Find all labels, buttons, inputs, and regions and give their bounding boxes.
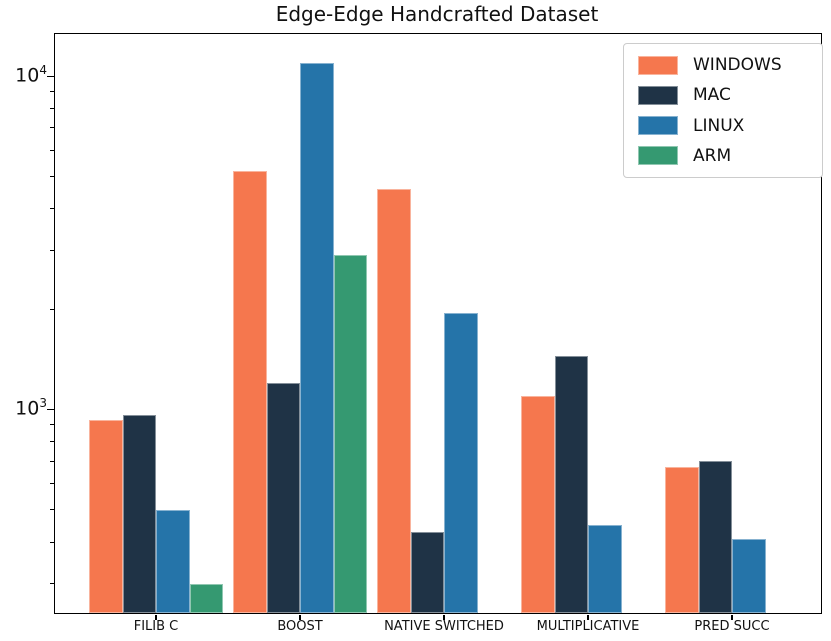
bar-linux-multiplicative [588, 525, 622, 613]
legend-swatch-windows [638, 55, 678, 75]
legend-swatch-linux [638, 116, 678, 136]
y-minor-tick [50, 91, 54, 93]
bar-windows-pred-succ [665, 467, 699, 613]
bar-windows-multiplicative [521, 395, 555, 613]
bar-arm-filib-c [189, 583, 223, 613]
y-minor-tick [50, 249, 54, 252]
bar-mac-pred-succ [698, 461, 732, 613]
legend-entry-mac: MAC [638, 80, 822, 110]
x-tick-label-multiplicative: MULTIPLICATIVE [536, 619, 640, 634]
x-tick [155, 614, 157, 620]
legend-swatch-mac [638, 85, 678, 105]
y-major-tick [47, 75, 54, 78]
legend-label: LINUX [693, 115, 745, 136]
x-tick-label-filib-c: FILIB C [133, 619, 179, 634]
plot-area: 103 104 FILIB C BOOST NATIVE SWITCHED MULTIPL… [15, 33, 822, 634]
legend: WINDOWS MAC LINUX ARM [623, 43, 823, 178]
chart-title: Edge-Edge Handcrafted Dataset [275, 2, 599, 26]
bar-mac-native-switched [410, 531, 444, 613]
bar-windows-boost [233, 170, 267, 613]
bar-linux-boost [300, 62, 334, 613]
y-minor-tick [50, 424, 54, 426]
legend-entry-windows: WINDOWS [638, 50, 822, 80]
bar-arm-boost [333, 255, 367, 613]
legend-swatch-arm [638, 146, 678, 166]
y-tick-label: 103 [15, 396, 47, 420]
y-minor-tick [50, 441, 54, 443]
bar-linux-pred-succ [732, 538, 766, 613]
x-tick [587, 614, 589, 620]
x-tick-label-pred-succ: PRED SUCC [694, 619, 770, 634]
x-tick [299, 614, 301, 620]
x-tick [443, 614, 445, 620]
bar-mac-multiplicative [554, 355, 588, 613]
y-minor-tick [50, 127, 54, 129]
x-tick-label-boost: BOOST [277, 619, 323, 634]
bar-windows-filib-c [89, 419, 123, 613]
legend-entry-arm: ARM [638, 141, 822, 171]
legend-label: ARM [693, 145, 732, 166]
y-minor-tick [50, 460, 54, 462]
y-minor-tick [50, 108, 54, 110]
bar-mac-boost [266, 383, 300, 613]
y-major-tick [47, 408, 54, 411]
y-minor-tick [50, 541, 54, 543]
bar-mac-filib-c [122, 415, 156, 613]
y-minor-tick [50, 482, 54, 484]
x-tick [731, 614, 733, 620]
legend-label: MAC [693, 85, 731, 106]
legend-label: WINDOWS [693, 55, 782, 76]
legend-entry-linux: LINUX [638, 111, 822, 141]
y-minor-tick [50, 308, 54, 310]
y-minor-tick [50, 208, 54, 210]
bar-linux-filib-c [156, 509, 190, 613]
bar-linux-native-switched [444, 312, 478, 613]
x-tick-label-native-switched: NATIVE SWITCHED [384, 619, 504, 634]
y-tick-label: 104 [15, 63, 47, 87]
y-minor-tick [50, 509, 54, 511]
y-minor-tick [50, 583, 54, 585]
bar-windows-native-switched [377, 188, 411, 613]
y-minor-tick [50, 176, 54, 178]
y-minor-tick [50, 149, 54, 151]
